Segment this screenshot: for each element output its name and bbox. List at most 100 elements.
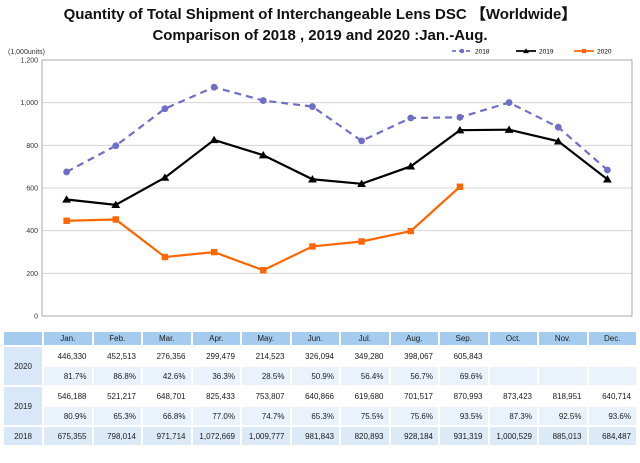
- y-tick-label: 400: [26, 228, 38, 235]
- month-header: Apr.: [190, 330, 242, 347]
- value-cell: 349,280: [339, 345, 391, 367]
- value-cell: 820,893: [339, 425, 391, 447]
- value-cell: 605,843: [438, 345, 490, 367]
- y-tick-label: 1,200: [20, 58, 38, 65]
- value-cell: 885,013: [537, 425, 589, 447]
- header-row: Jan. Feb. Mar. Apr. May. Jun. Jul. Aug. Sep. Oct.…: [2, 330, 638, 347]
- value-cell: 1,072,669: [190, 425, 242, 447]
- month-header: Mar.: [141, 330, 193, 347]
- circle-marker: [456, 113, 464, 121]
- plot-border: [41, 59, 633, 317]
- percent-cell: 50.9%: [289, 365, 341, 387]
- circle-marker: [309, 103, 316, 110]
- circle-marker: [161, 105, 169, 113]
- table-header: Jan. Feb. Mar. Apr. May. Jun. Jul. Aug. Sep. Oct.…: [2, 330, 638, 347]
- value-cell: 701,517: [388, 385, 440, 407]
- circle-marker: [604, 166, 611, 174]
- y-tick-label: 600: [26, 186, 38, 193]
- table-row: 2018 675,355 798,014 971,714 1,072,669 1,009,…: [2, 425, 638, 447]
- value-cell: 276,356: [141, 345, 193, 367]
- month-header: Dec.: [586, 330, 638, 347]
- value-cell: 825,433: [190, 385, 242, 407]
- table-row: 80.9% 65.3% 66.8% 77.0% 74.7% 65.3% 75.5% 75.6%…: [3, 405, 638, 427]
- circle-marker: [63, 168, 70, 176]
- year-label: 2019: [2, 385, 44, 427]
- title-line2: Comparison of 2018 , 2019 and 2020 :Jan.…: [152, 27, 488, 44]
- value-cell: 1,009,777: [240, 425, 292, 447]
- triangle-marker: [111, 200, 121, 209]
- legend-label-2020: 2020: [597, 49, 612, 56]
- circle-marker: [112, 142, 120, 150]
- percent-cell: 56.7%: [388, 365, 440, 387]
- value-cell: 818,951: [537, 385, 589, 407]
- triangle-marker: [523, 48, 529, 54]
- circle-marker: [210, 83, 218, 91]
- value-cell: [537, 345, 589, 367]
- triangle-marker: [357, 179, 366, 188]
- value-cell: 398,067: [388, 345, 440, 367]
- percent-cell: 42.6%: [141, 365, 193, 387]
- triangle-marker: [160, 173, 170, 181]
- percent-cell: 87.3%: [487, 405, 539, 427]
- triangle-marker: [62, 195, 71, 203]
- square-marker: [112, 216, 119, 223]
- month-header: Nov.: [537, 330, 589, 347]
- circle-marker: [259, 97, 267, 104]
- percent-cell: 81.7%: [42, 365, 94, 387]
- year-label: 2020: [2, 345, 44, 387]
- percent-cell: 56.4%: [339, 365, 391, 387]
- table-row: 2020 446,330 452,513 276,356 299,479 214,523 3…: [2, 345, 638, 387]
- circle-marker: [459, 48, 465, 54]
- month-header: Feb.: [91, 330, 143, 347]
- value-cell: [487, 345, 539, 367]
- value-cell: 648,701: [141, 385, 193, 407]
- value-cell: 326,094: [289, 345, 341, 367]
- value-cell: 640,714: [586, 385, 638, 407]
- y-tick-label: 0: [34, 314, 38, 321]
- percent-cell: 36.3%: [190, 365, 242, 387]
- value-cell: 214,523: [240, 345, 292, 367]
- page-title: Quantity of Total Shipment of Interchang…: [0, 0, 640, 44]
- value-cell: 981,843: [289, 425, 341, 447]
- table-row: 2019 546,188 521,217 648,701 825,433 753,807 6…: [2, 385, 638, 427]
- triangle-marker: [504, 125, 514, 133]
- y-tick-label: 200: [26, 271, 38, 278]
- value-cell: 640,866: [289, 385, 341, 407]
- value-cell: 753,807: [240, 385, 292, 407]
- percent-cell: 80.9%: [42, 405, 94, 427]
- value-cell: 675,355: [42, 425, 94, 447]
- circle-marker: [407, 114, 415, 122]
- square-marker: [407, 227, 414, 235]
- value-cell: [586, 345, 638, 367]
- value-cell: 546,188: [42, 385, 94, 407]
- percent-cell: 93.5%: [438, 405, 490, 427]
- shipment-line-chart: (1,000units) 0 200 400 600 800 1,000 1,200 2018 2…: [8, 48, 633, 321]
- month-header: Jun.: [289, 330, 341, 347]
- percent-cell: [487, 365, 539, 387]
- month-header: Sep.: [438, 330, 490, 347]
- triangle-marker: [603, 175, 612, 183]
- value-cell: 684,487: [586, 425, 638, 447]
- value-cell: 971,714: [141, 425, 193, 447]
- percent-cell: 77.0%: [190, 405, 242, 427]
- y-axis-unit-label: (1,000units): [8, 49, 45, 56]
- series-line-2019: [66, 128, 609, 206]
- percent-cell: 92.5%: [537, 405, 589, 427]
- value-cell: 870,993: [438, 385, 490, 407]
- square-marker: [581, 48, 587, 54]
- percent-cell: [537, 365, 589, 387]
- month-header: May.: [240, 330, 292, 347]
- y-tick-label: 800: [26, 143, 38, 150]
- triangle-marker: [406, 162, 416, 170]
- triangle-marker: [553, 137, 563, 145]
- percent-cell: 74.7%: [240, 405, 292, 427]
- triangle-marker: [209, 135, 219, 144]
- value-cell: 1,000,529: [487, 425, 539, 447]
- value-cell: 619,680: [339, 385, 391, 407]
- triangle-marker: [455, 125, 465, 134]
- percent-cell: 86.8%: [91, 365, 143, 387]
- percent-cell: 93.6%: [586, 405, 638, 427]
- value-cell: 521,217: [91, 385, 143, 407]
- legend-label-2019: 2019: [539, 49, 554, 56]
- percent-cell: 65.3%: [289, 405, 341, 427]
